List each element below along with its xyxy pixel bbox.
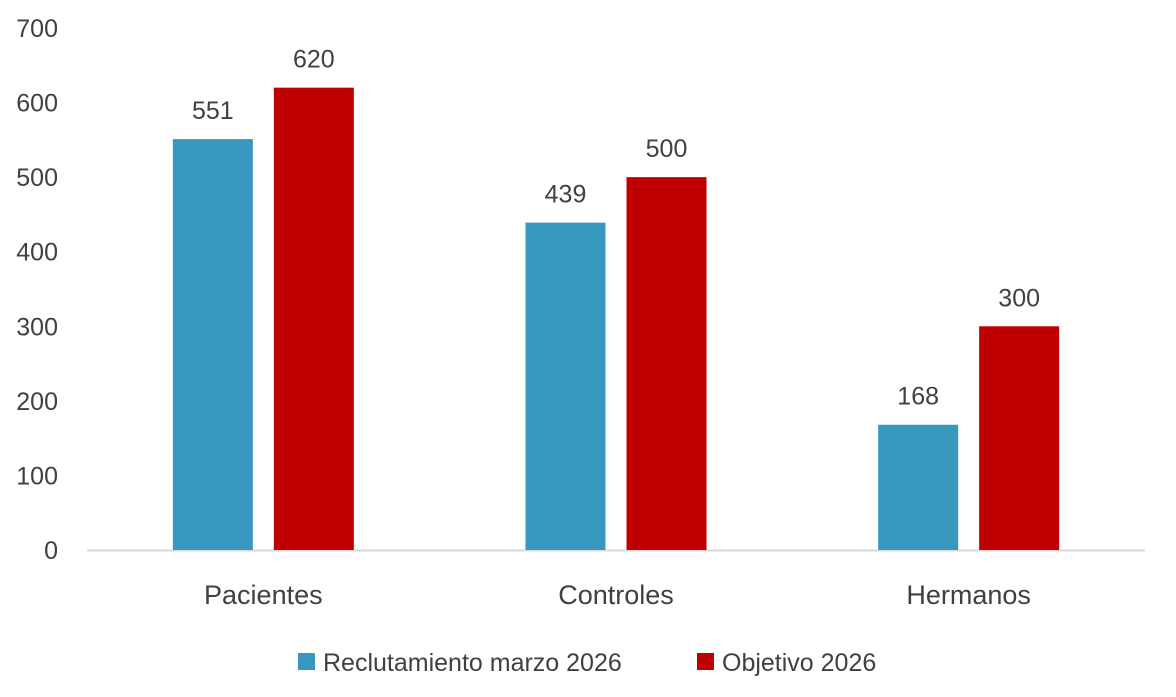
data-label: 620 <box>293 46 335 74</box>
legend-swatch-0 <box>298 653 315 670</box>
legend-label: Reclutamiento marzo 2026 <box>323 649 622 677</box>
bar-1-1 <box>626 177 707 550</box>
data-label: 168 <box>897 383 939 411</box>
bar-0-2 <box>878 424 959 550</box>
data-label: 439 <box>545 181 587 209</box>
legend-swatch-1 <box>697 653 714 670</box>
bar-0-1 <box>525 222 606 551</box>
x-tick-label: Pacientes <box>204 580 323 610</box>
y-tick-label: 300 <box>16 313 58 341</box>
y-tick-label: 700 <box>16 15 58 43</box>
data-label: 551 <box>192 97 234 125</box>
y-tick-label: 500 <box>16 164 58 192</box>
y-tick-label: 400 <box>16 239 58 267</box>
legend-label: Objetivo 2026 <box>722 649 876 677</box>
data-label: 300 <box>998 284 1040 312</box>
y-tick-label: 100 <box>16 462 58 490</box>
x-tick-label: Controles <box>558 580 674 610</box>
bar-1-2 <box>979 326 1060 550</box>
bar-1-0 <box>273 87 354 551</box>
x-tick-label: Hermanos <box>906 580 1031 610</box>
bar-0-0 <box>172 139 253 550</box>
y-tick-label: 600 <box>16 90 58 118</box>
y-tick-label: 0 <box>44 537 58 565</box>
y-tick-label: 200 <box>16 388 58 416</box>
data-label: 500 <box>646 135 688 163</box>
